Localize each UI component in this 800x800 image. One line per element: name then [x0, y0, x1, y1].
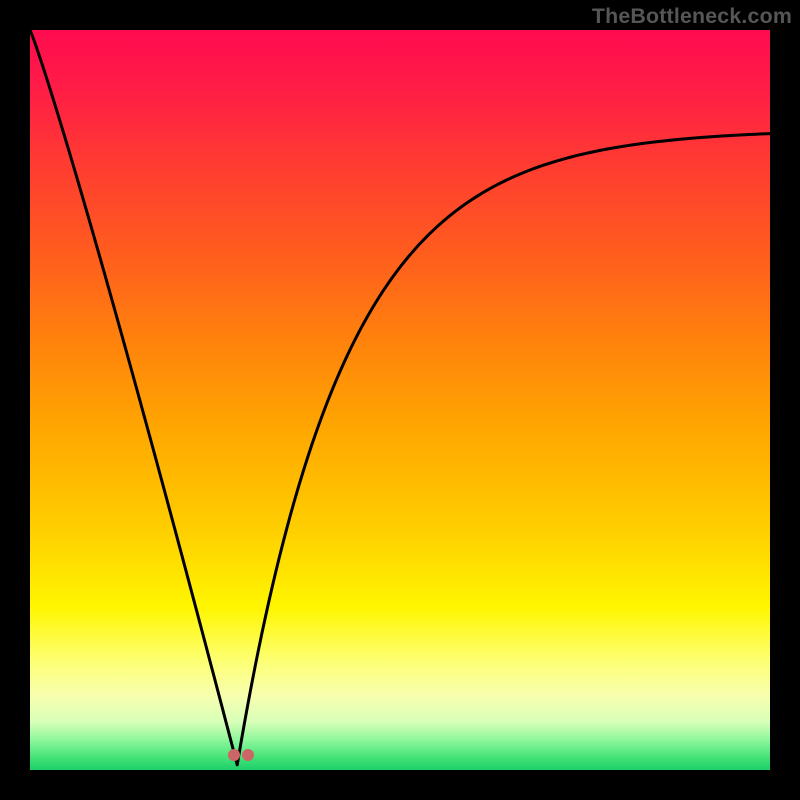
plot-area	[30, 30, 770, 770]
watermark: TheBottleneck.com	[592, 4, 792, 29]
canvas: TheBottleneck.com	[0, 0, 800, 800]
